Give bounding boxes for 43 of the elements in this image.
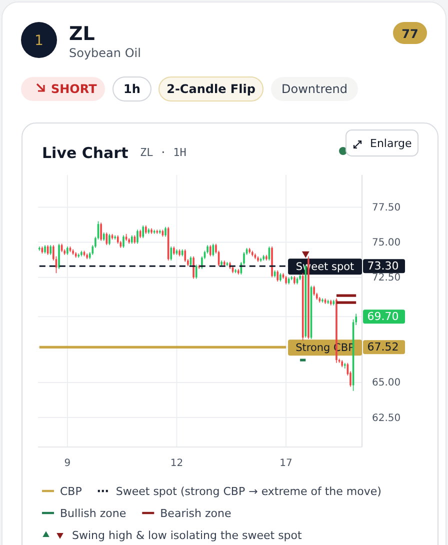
y-tick-label: 75.00 [372, 238, 401, 248]
text: 77 [402, 27, 418, 41]
text: 1h [124, 82, 140, 96]
candlestick [142, 225, 144, 238]
legend-label: Bearish zone [160, 507, 232, 520]
text: 2-Candle Flip [166, 82, 256, 96]
x-tick-label: 9 [64, 458, 71, 469]
y-tick-label: 73.30 [367, 260, 399, 273]
candlestick [159, 229, 161, 234]
text: ZL · 1H [140, 146, 186, 159]
x-tick-label: 12 [170, 458, 184, 469]
legend-label: Sweet spot (strong CBP → extreme of the move) [116, 485, 382, 498]
x-tick-label: 17 [280, 458, 292, 469]
y-tick-label: 62.50 [372, 412, 401, 424]
text: 1 [34, 33, 44, 49]
candlestick [192, 256, 194, 280]
legend-label: Swing high & low isolating the sweet spot [72, 529, 303, 542]
candlestick [184, 248, 186, 262]
y-tick-label: 67.52 [367, 340, 399, 354]
candlestick [156, 229, 158, 234]
y-tick-label: 65.00 [372, 378, 401, 389]
candlestick [276, 270, 279, 282]
candlestick [122, 234, 124, 248]
chart-title: ZL [69, 23, 95, 45]
candlestick [100, 222, 102, 242]
text: Enlarge [370, 137, 412, 150]
legend-label: Bullish zone [60, 507, 126, 520]
candlestick [136, 229, 138, 244]
candlestick [50, 244, 52, 256]
y-tick-label: 72.50 [372, 272, 401, 284]
y-tick-label: 69.70 [367, 310, 399, 324]
text: Live Chart [42, 144, 128, 162]
candlestick [164, 226, 166, 238]
text: Downtrend [282, 82, 348, 96]
y-tick-label: 77.50 [372, 202, 401, 214]
candlestick [58, 243, 60, 270]
candlestick [209, 244, 212, 257]
chart-subtitle: Soybean Oil [69, 46, 141, 60]
candlestick [108, 233, 110, 246]
candlestick [313, 285, 315, 296]
text: SHORT [51, 82, 98, 96]
legend-label: CBP [60, 485, 82, 498]
candlestick [170, 246, 172, 261]
